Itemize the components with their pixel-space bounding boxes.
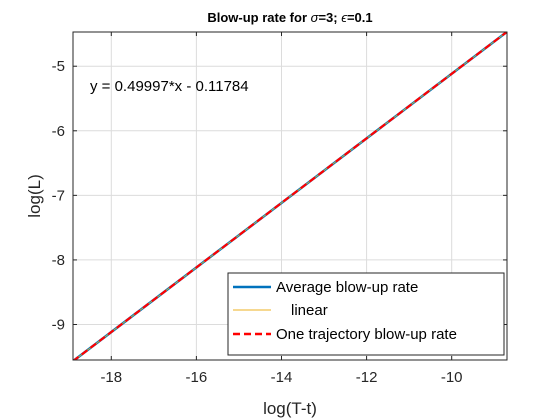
legend-box [227,272,505,356]
x-tick-label: -16 [186,369,208,386]
y-tick-label: -9 [52,316,65,333]
legend-label-average: Average blow-up rate [276,279,418,296]
y-tick-label: -8 [52,252,65,269]
fit-equation-annotation: y = 0.49997*x - 0.11784 [90,78,249,95]
axes-box [72,31,508,361]
chart-title: Blow-up rate for σ=3; ϵ=0.1 [207,10,372,25]
series-layer [73,32,507,360]
series-one-trajectory-blowup-rate [73,32,507,360]
legend-label-linear: linear [291,302,328,319]
x-tick-label: -14 [271,369,293,386]
y-tick-label: -5 [52,58,65,75]
y-tick-label: -6 [52,123,65,140]
y-tick-label: -7 [52,187,65,204]
legend-label-trajectory: One trajectory blow-up rate [276,326,457,343]
legend: Average blow-up rate linear One trajecto… [227,272,505,356]
x-axis-label: log(T-t) [263,399,317,418]
ticks: -18 -16 -14 -12 -10 -9 -8 -7 -6 -5 [52,32,507,386]
x-tick-label: -18 [100,369,122,386]
x-tick-label: -12 [356,369,378,386]
y-axis-label: log(L) [25,174,44,217]
x-tick-label: -10 [441,369,463,386]
